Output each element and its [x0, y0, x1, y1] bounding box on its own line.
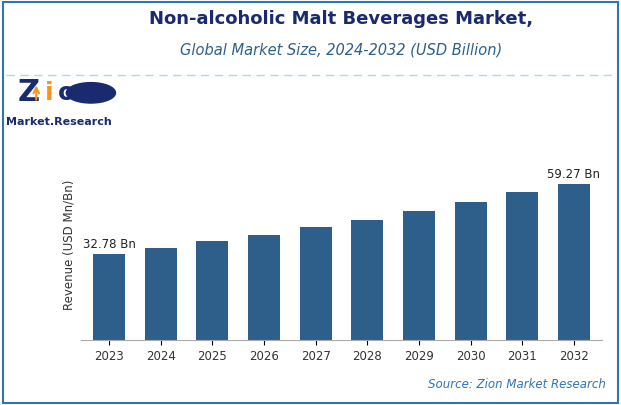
- Text: 32.78 Bn: 32.78 Bn: [83, 238, 135, 251]
- Text: Global Market Size, 2024-2032 (USD Billion): Global Market Size, 2024-2032 (USD Billi…: [181, 43, 502, 58]
- Bar: [455, 202, 487, 340]
- Bar: [248, 235, 280, 340]
- Bar: [145, 248, 177, 340]
- Text: Source: Zion Market Research: Source: Zion Market Research: [428, 378, 605, 391]
- Bar: [506, 192, 538, 340]
- Text: 59.27 Bn: 59.27 Bn: [548, 168, 601, 181]
- Circle shape: [66, 83, 116, 103]
- Bar: [93, 254, 125, 340]
- Text: on: on: [58, 81, 93, 105]
- Y-axis label: Revenue (USD Mn/Bn): Revenue (USD Mn/Bn): [62, 180, 75, 310]
- Bar: [351, 220, 383, 340]
- Bar: [403, 211, 435, 340]
- Text: i: i: [45, 81, 53, 105]
- Text: Z: Z: [17, 78, 39, 107]
- Bar: [196, 241, 229, 340]
- Bar: [300, 228, 332, 340]
- Text: CAGR : 6.80%: CAGR : 6.80%: [89, 373, 191, 386]
- Text: Non-alcoholic Malt Beverages Market,: Non-alcoholic Malt Beverages Market,: [150, 10, 533, 28]
- Text: Market.Research: Market.Research: [6, 117, 112, 127]
- Bar: [558, 183, 590, 340]
